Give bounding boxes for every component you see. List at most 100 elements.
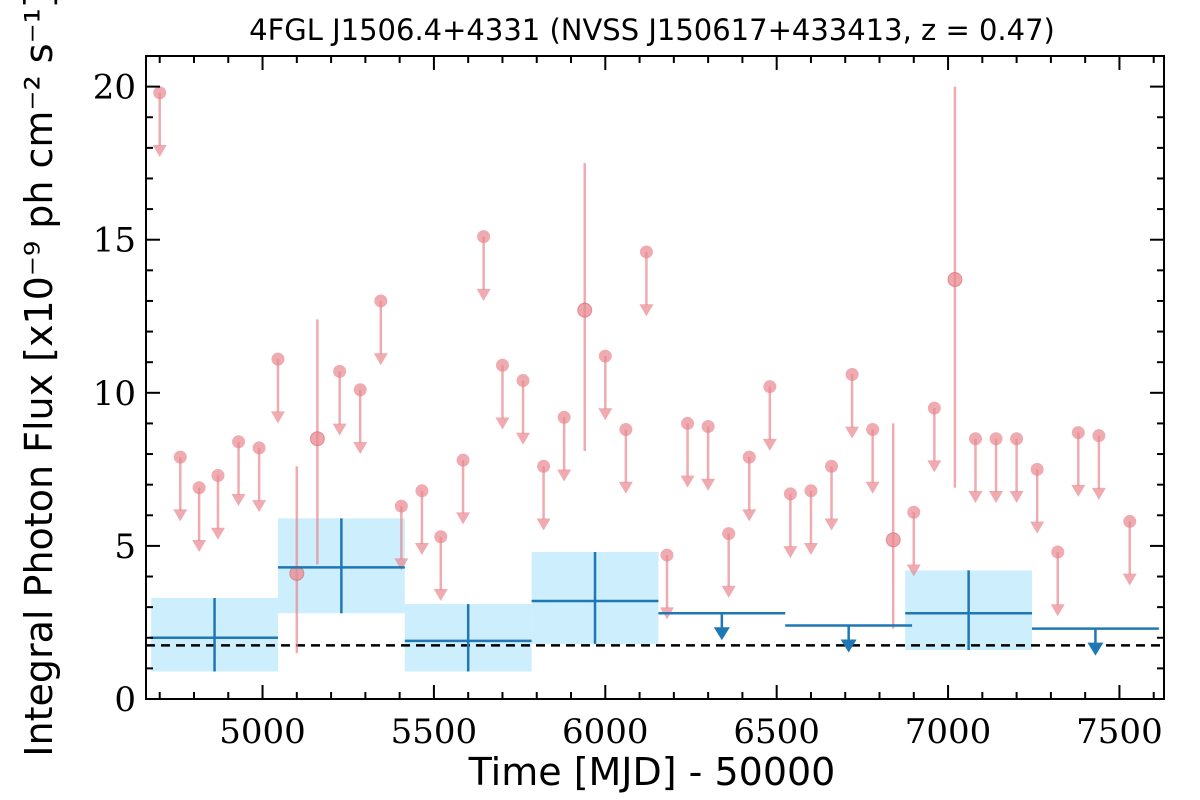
fine-upper-limit-point bbox=[153, 86, 167, 100]
fine-upper-limit-point bbox=[252, 441, 266, 455]
plot-area bbox=[146, 86, 1164, 672]
fine-upper-limit-arrow bbox=[557, 469, 572, 482]
fine-upper-limit-arrow bbox=[373, 353, 388, 366]
fine-upper-limit-point bbox=[192, 481, 206, 495]
fine-upper-limit-arrow bbox=[414, 543, 429, 556]
fine-upper-limit-arrow bbox=[639, 304, 654, 317]
fine-upper-limit-arrow bbox=[394, 558, 409, 571]
fine-upper-limit-point bbox=[968, 432, 982, 446]
fine-upper-limit-point bbox=[1071, 426, 1085, 440]
fine-upper-limit-point bbox=[434, 530, 448, 544]
fine-upper-limit-arrow bbox=[845, 426, 860, 439]
fine-upper-limit-arrow bbox=[332, 423, 347, 436]
fine-upper-limit-arrow bbox=[252, 500, 267, 513]
fine-upper-limit-point bbox=[173, 450, 187, 464]
fine-upper-limit-arrow bbox=[152, 144, 167, 157]
fine-upper-limit-point bbox=[1051, 545, 1065, 559]
fine-upper-limit-arrow bbox=[968, 490, 983, 503]
fine-upper-limit-arrow bbox=[721, 585, 736, 598]
fine-upper-limit-arrow bbox=[1091, 487, 1106, 500]
fine-upper-limit-arrow bbox=[433, 588, 448, 601]
y-tick-label: 15 bbox=[93, 221, 136, 261]
axes: 5000 5500 6000 6500 7000 7500 0 5 10 15 20 bbox=[93, 55, 1165, 752]
fine-upper-limit-arrow bbox=[210, 527, 225, 540]
fine-upper-limit-point bbox=[557, 410, 571, 424]
chart-title: 4FGL J1506.4+4331 (NVSS J150617+433413, … bbox=[249, 13, 1055, 47]
fine-upper-limit-point bbox=[1010, 432, 1024, 446]
fine-upper-limit-arrow bbox=[516, 432, 531, 445]
fine-upper-limit-arrow bbox=[865, 481, 880, 494]
fine-upper-limit-point bbox=[271, 352, 285, 366]
x-tick-label: 5500 bbox=[391, 712, 478, 752]
fine-upper-limit-point bbox=[701, 419, 715, 433]
fine-upper-limit-arrow bbox=[1071, 484, 1086, 497]
fine-upper-limit-point bbox=[374, 294, 388, 308]
fine-upper-limit-arrow bbox=[476, 288, 491, 301]
fine-detection-point bbox=[947, 272, 963, 288]
fine-upper-limit-point bbox=[1092, 429, 1106, 443]
y-tick-label: 5 bbox=[114, 527, 136, 567]
fine-upper-limit-arrow bbox=[824, 518, 839, 531]
fine-upper-limit-arrow bbox=[456, 512, 471, 525]
fine-upper-limit-arrow bbox=[598, 408, 613, 421]
fine-upper-limit-arrow bbox=[1122, 573, 1137, 586]
fine-upper-limit-point bbox=[845, 367, 859, 381]
y-tick-label: 10 bbox=[93, 374, 136, 414]
fine-upper-limit-arrow bbox=[927, 460, 942, 473]
fine-upper-limit-arrow bbox=[1009, 490, 1024, 503]
x-tick-label: 7000 bbox=[905, 712, 992, 752]
fine-upper-limit-arrow bbox=[353, 441, 368, 454]
fine-upper-limit-arrow bbox=[1030, 521, 1045, 534]
fine-upper-limit-point bbox=[681, 416, 695, 430]
fine-upper-limit-point bbox=[660, 548, 674, 562]
fine-upper-limit-arrow bbox=[783, 546, 798, 559]
fine-upper-limit-point bbox=[394, 499, 408, 513]
fine-upper-limit-arrow bbox=[192, 539, 207, 552]
fine-upper-limit-point bbox=[783, 487, 797, 501]
fine-upper-limit-point bbox=[742, 450, 756, 464]
plot-frame bbox=[145, 55, 1165, 700]
y-tick-label: 20 bbox=[93, 68, 136, 108]
fine-upper-limit-point bbox=[495, 358, 509, 372]
coarse-upper-limit-arrow bbox=[840, 639, 857, 653]
fine-upper-limit-point bbox=[537, 459, 551, 473]
fine-detection-point bbox=[577, 302, 593, 318]
fine-detection-point bbox=[885, 532, 901, 548]
fine-upper-limit-point bbox=[353, 383, 367, 397]
fine-upper-limit-point bbox=[232, 435, 246, 449]
fine-upper-limit-arrow bbox=[906, 564, 921, 577]
fine-upper-limit-arrow bbox=[680, 475, 695, 488]
fine-upper-limit-point bbox=[1123, 514, 1137, 528]
fine-upper-limit-arrow bbox=[173, 509, 188, 522]
fine-upper-limit-point bbox=[333, 364, 347, 378]
fine-upper-limit-point bbox=[516, 374, 530, 388]
fine-upper-limit-point bbox=[722, 527, 736, 541]
fine-upper-limit-point bbox=[927, 401, 941, 415]
fine-upper-limit-arrow bbox=[270, 411, 285, 424]
fine-detection-point bbox=[309, 431, 325, 447]
fine-upper-limit-point bbox=[866, 423, 880, 437]
fine-upper-limit-point bbox=[598, 349, 612, 363]
coarse-upper-limit-arrow bbox=[1087, 642, 1104, 656]
fine-upper-limit-point bbox=[989, 432, 1003, 446]
fine-upper-limit-point bbox=[825, 459, 839, 473]
fine-upper-limit-point bbox=[477, 230, 491, 244]
coarse-upper-limit-arrow bbox=[713, 627, 730, 641]
fine-upper-limit-point bbox=[907, 505, 921, 519]
x-tick-label: 7500 bbox=[1076, 712, 1163, 752]
x-axis-label: Time [MJD] - 50000 bbox=[468, 750, 836, 794]
fine-upper-limit-point bbox=[619, 423, 633, 437]
fine-upper-limit-arrow bbox=[989, 490, 1004, 503]
y-axis-label: Integral Photon Flux [x10⁻⁹ ph cm⁻² s⁻¹] bbox=[17, 0, 61, 757]
x-tick-label: 6000 bbox=[562, 712, 649, 752]
fine-upper-limit-point bbox=[639, 245, 653, 259]
fine-upper-limit-point bbox=[415, 484, 429, 498]
fine-upper-limit-point bbox=[456, 453, 470, 467]
x-tick-label: 5000 bbox=[219, 712, 306, 752]
fine-upper-limit-arrow bbox=[495, 417, 510, 430]
fine-upper-limit-point bbox=[804, 484, 818, 498]
y-tick-label: 0 bbox=[114, 680, 136, 720]
fine-upper-limit-arrow bbox=[1050, 604, 1065, 617]
x-tick-label: 6500 bbox=[733, 712, 820, 752]
